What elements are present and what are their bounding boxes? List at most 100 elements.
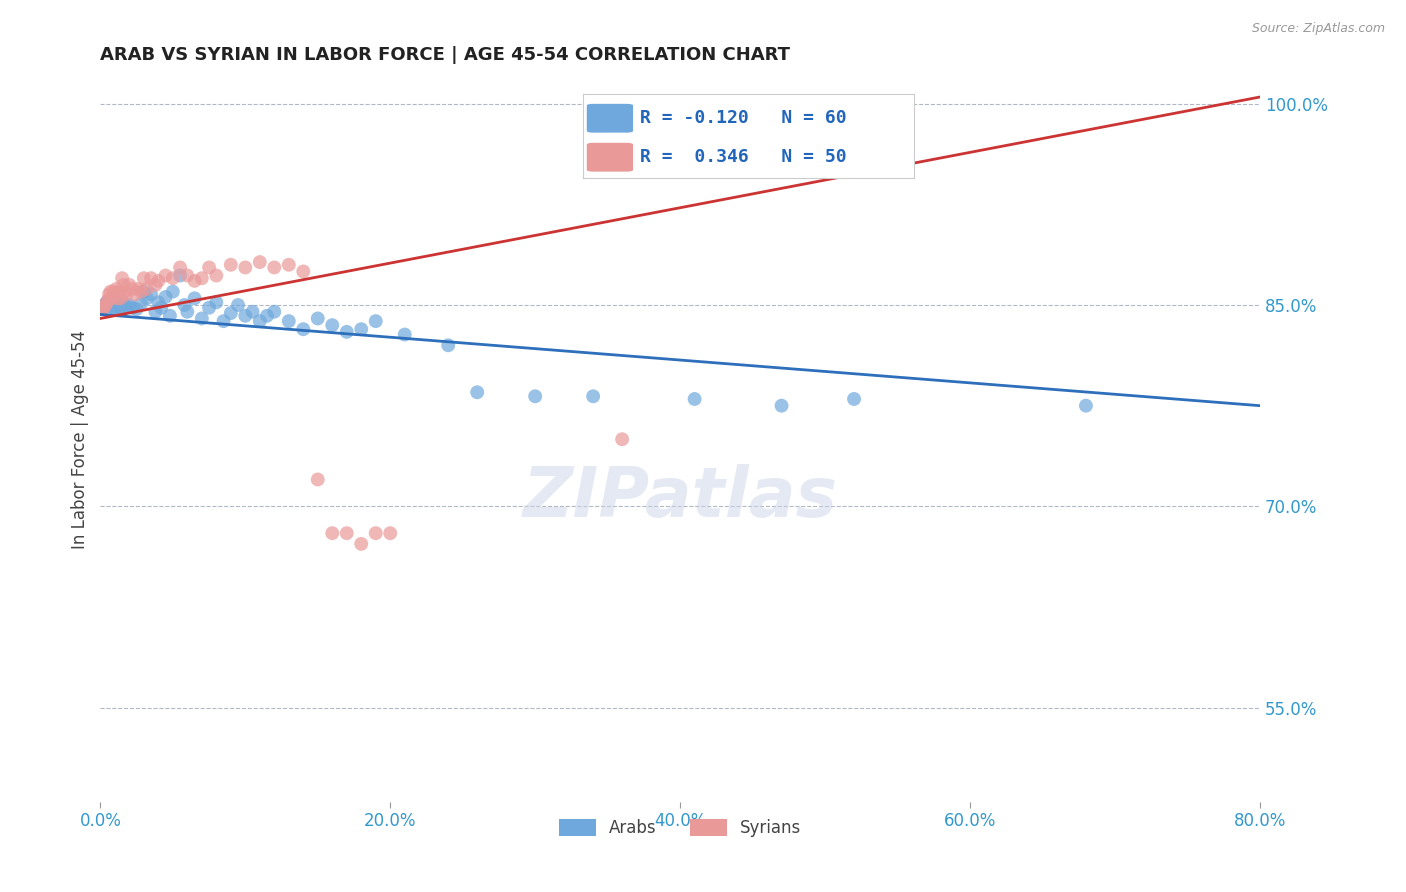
Point: [101, 295, 124, 310]
Point: [176, 268, 198, 283]
Point: [263, 260, 285, 275]
Point: [91, 301, 114, 315]
Point: [125, 301, 148, 316]
Point: [139, 271, 162, 285]
Point: [226, 298, 249, 312]
Point: [115, 299, 138, 313]
Point: [100, 285, 122, 299]
Point: [108, 301, 131, 315]
Point: [112, 301, 135, 316]
Point: [98, 299, 121, 313]
Point: [307, 473, 329, 487]
Point: [110, 291, 132, 305]
Point: [101, 291, 124, 305]
Point: [610, 432, 633, 446]
Point: [121, 282, 143, 296]
Point: [103, 285, 125, 299]
FancyBboxPatch shape: [586, 143, 633, 171]
Point: [364, 314, 387, 328]
Point: [770, 399, 793, 413]
Point: [107, 296, 129, 310]
Point: [97, 293, 120, 308]
Point: [198, 301, 221, 315]
Point: [127, 282, 149, 296]
Point: [105, 299, 128, 313]
Point: [104, 287, 127, 301]
Point: [112, 277, 135, 292]
Point: [162, 271, 184, 285]
Text: ARAB VS SYRIAN IN LABOR FORCE | AGE 45-54 CORRELATION CHART: ARAB VS SYRIAN IN LABOR FORCE | AGE 45-5…: [100, 46, 790, 64]
Point: [93, 299, 115, 313]
Point: [336, 526, 359, 541]
Point: [1074, 399, 1097, 413]
Point: [256, 309, 278, 323]
Point: [118, 298, 141, 312]
Point: [524, 389, 547, 403]
Point: [842, 392, 865, 406]
Point: [249, 314, 271, 328]
Point: [155, 290, 177, 304]
Point: [292, 322, 315, 336]
Point: [380, 526, 402, 541]
Point: [465, 385, 488, 400]
Point: [233, 309, 256, 323]
Point: [292, 264, 315, 278]
Point: [145, 277, 167, 292]
Point: [350, 537, 373, 551]
Point: [205, 268, 228, 283]
FancyBboxPatch shape: [586, 103, 633, 133]
Point: [183, 274, 205, 288]
Point: [107, 291, 129, 305]
Point: [219, 258, 242, 272]
Point: [263, 304, 285, 318]
Point: [176, 304, 198, 318]
Point: [145, 304, 167, 318]
Point: [307, 311, 329, 326]
Point: [94, 296, 117, 310]
Point: [121, 301, 143, 315]
Text: ZIPatlas: ZIPatlas: [523, 464, 838, 531]
Point: [336, 325, 359, 339]
Point: [139, 287, 162, 301]
Point: [159, 309, 181, 323]
Point: [94, 296, 117, 310]
Text: Source: ZipAtlas.com: Source: ZipAtlas.com: [1251, 22, 1385, 36]
Point: [242, 304, 264, 318]
Point: [124, 287, 146, 301]
Point: [321, 318, 343, 333]
Point: [97, 293, 120, 308]
Point: [111, 293, 134, 308]
Point: [98, 287, 121, 301]
Point: [183, 291, 205, 305]
Text: R = -0.120   N = 60: R = -0.120 N = 60: [640, 109, 846, 128]
Point: [105, 282, 128, 296]
Point: [100, 296, 122, 310]
Point: [90, 301, 112, 316]
Point: [90, 301, 112, 316]
Point: [683, 96, 706, 111]
Point: [135, 291, 157, 305]
Point: [219, 306, 242, 320]
Legend: Arabs, Syrians: Arabs, Syrians: [553, 813, 808, 844]
Point: [93, 301, 115, 315]
Point: [683, 392, 706, 406]
Point: [91, 298, 114, 312]
Point: [132, 271, 155, 285]
Point: [191, 311, 214, 326]
Point: [111, 271, 134, 285]
Point: [233, 260, 256, 275]
Point: [129, 285, 152, 299]
Y-axis label: In Labor Force | Age 45-54: In Labor Force | Age 45-54: [72, 330, 89, 549]
Point: [212, 314, 235, 328]
Point: [198, 260, 221, 275]
Text: R =  0.346   N = 50: R = 0.346 N = 50: [640, 148, 846, 166]
Point: [135, 282, 157, 296]
Point: [150, 301, 173, 315]
Point: [277, 314, 299, 328]
Point: [169, 268, 191, 283]
Point: [173, 298, 195, 312]
Point: [148, 274, 170, 288]
Point: [169, 260, 191, 275]
Point: [582, 389, 605, 403]
Point: [103, 301, 125, 315]
